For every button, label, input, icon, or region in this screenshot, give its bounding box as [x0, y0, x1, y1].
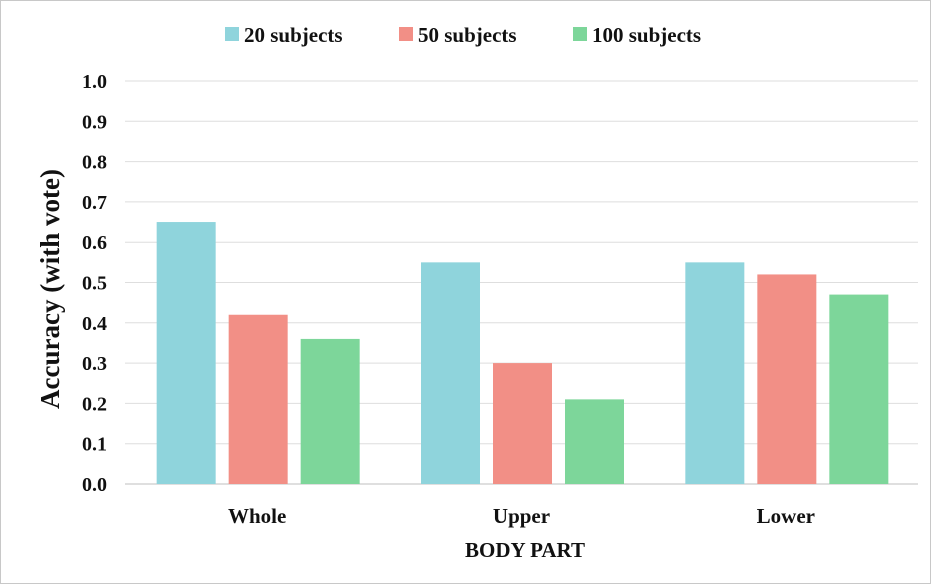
y-tick-label: 0.8: [82, 152, 107, 174]
y-tick-label: 1.0: [82, 71, 107, 93]
bar-50-subjects-lower: [757, 274, 817, 484]
legend-label: 50 subjects: [418, 23, 517, 47]
legend-label: 100 subjects: [592, 23, 701, 47]
y-tick-label: 0.1: [82, 434, 107, 456]
bar-100-subjects-whole: [300, 338, 360, 484]
legend-swatch: [573, 27, 587, 41]
y-tick-label: 0.6: [82, 232, 107, 254]
y-tick-label: 0.3: [82, 353, 107, 375]
bar-100-subjects-lower: [829, 294, 889, 484]
y-tick-label: 0.4: [82, 313, 107, 335]
y-tick-label: 0.7: [82, 192, 107, 214]
legend-label: 20 subjects: [244, 23, 343, 47]
y-tick-labels: 0.0 0.1 0.2 0.3 0.4 0.5 0.6 0.7 0.8 0.9 1.0: [82, 71, 107, 496]
y-tick-label: 0.0: [82, 474, 107, 496]
bar-20-subjects-lower: [685, 262, 745, 484]
category-labels: Whole Upper Lower: [228, 504, 815, 528]
bar-20-subjects-upper: [421, 262, 480, 484]
bar-100-subjects-upper: [565, 399, 624, 484]
bar-20-subjects-whole: [156, 222, 216, 485]
bars: [156, 222, 889, 485]
y-tick-label: 0.2: [82, 393, 107, 415]
bar-50-subjects-upper: [493, 363, 552, 484]
category-label-whole: Whole: [228, 504, 286, 528]
legend-swatch: [399, 27, 413, 41]
category-label-upper: Upper: [493, 504, 550, 528]
y-tick-label: 0.5: [82, 273, 107, 295]
y-axis-title: Accuracy (with vote): [35, 169, 65, 409]
x-axis-title: BODY PART: [465, 538, 585, 562]
legend-swatch: [225, 27, 239, 41]
bar-50-subjects-whole: [228, 314, 288, 484]
legend: 20 subjects 50 subjects 100 subjects: [225, 23, 701, 47]
category-label-lower: Lower: [757, 504, 815, 528]
y-tick-label: 0.9: [82, 111, 107, 133]
